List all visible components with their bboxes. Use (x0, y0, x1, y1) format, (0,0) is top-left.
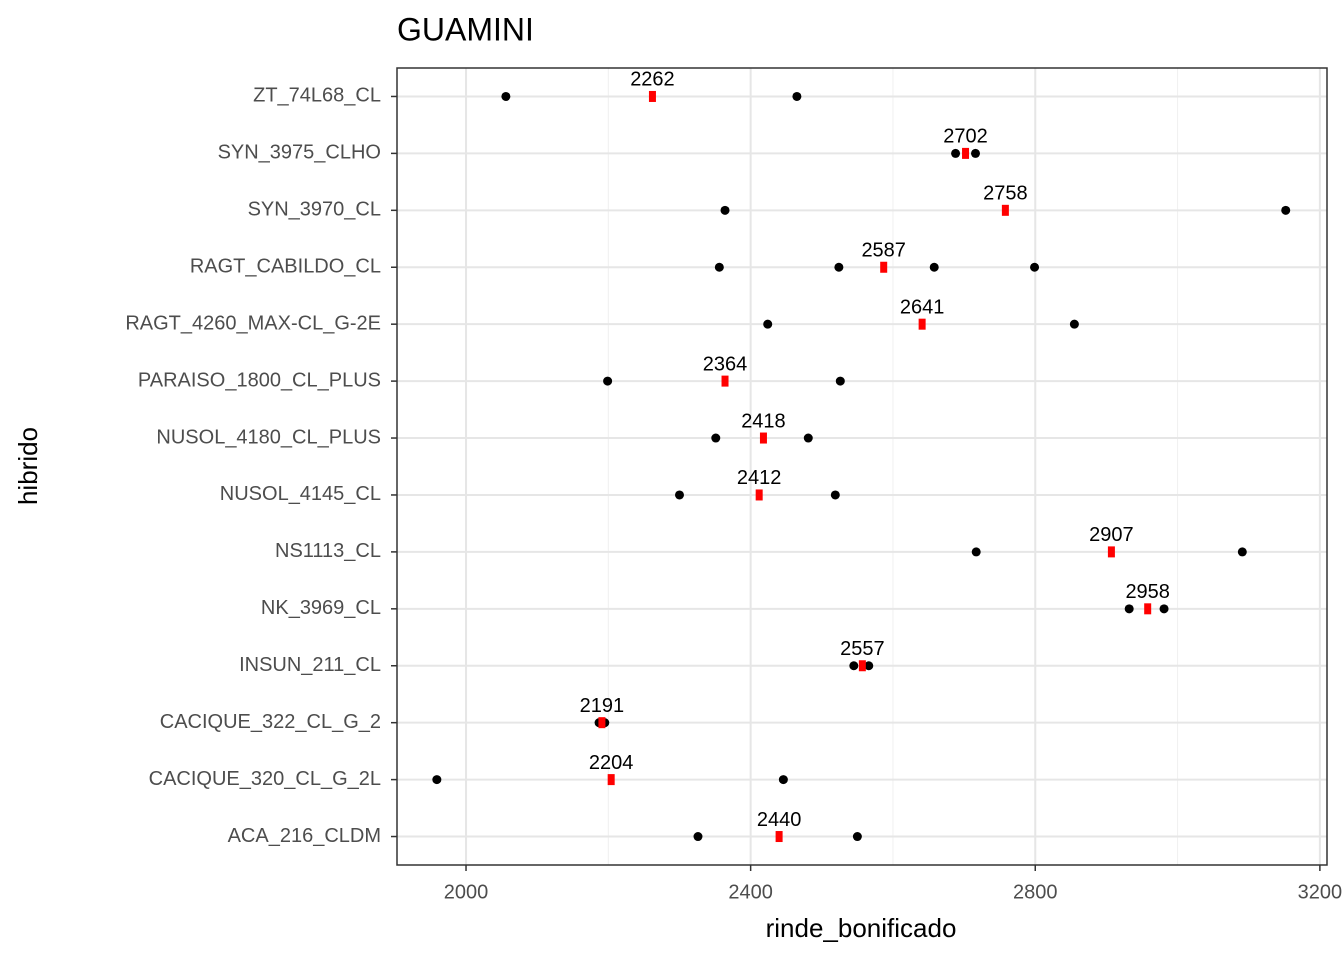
observation-point (1030, 262, 1040, 272)
y-tick-label: SYN_3970_CL (248, 199, 381, 221)
y-tick-label: CACIQUE_320_CL_G_2L (149, 768, 381, 790)
y-tick-label: CACIQUE_322_CL_G_2 (160, 711, 381, 733)
observation-point (432, 775, 442, 785)
observation-point (803, 433, 813, 443)
y-tick-label: ZT_74L68_CL (253, 85, 381, 107)
y-tick-label: PARAISO_1800_CL_PLUS (138, 369, 381, 391)
mean-marker (1001, 204, 1009, 216)
y-tick-label: RAGT_4260_MAX-CL_G-2E (125, 312, 381, 334)
observation-point (852, 832, 862, 842)
y-tick-label: INSUN_211_CL (239, 654, 381, 676)
observation-point (849, 661, 859, 671)
x-tick-label: 2400 (728, 881, 773, 903)
mean-marker (858, 660, 866, 672)
mean-marker (598, 717, 606, 729)
observation-point (834, 262, 844, 272)
mean-marker (721, 375, 729, 387)
mean-label: 2641 (900, 296, 945, 318)
observation-point (1124, 604, 1134, 614)
y-tick-label: NK_3969_CL (261, 597, 381, 619)
mean-marker (755, 489, 763, 501)
observation-point (1159, 604, 1169, 614)
mean-marker (918, 318, 926, 330)
mean-label: 2191 (580, 695, 625, 717)
mean-marker (880, 261, 888, 273)
observation-point (1281, 205, 1291, 215)
observation-point (674, 490, 684, 500)
y-tick-label: NS1113_CL (275, 540, 381, 562)
mean-label: 2412 (737, 467, 782, 489)
observation-point (693, 832, 703, 842)
mean-marker (1107, 546, 1115, 558)
x-tick-label: 2800 (1013, 881, 1058, 903)
observation-point (711, 433, 721, 443)
mean-marker (1144, 603, 1152, 615)
mean-label: 2907 (1089, 524, 1134, 546)
observation-point (929, 262, 939, 272)
mean-label: 2418 (741, 410, 786, 432)
observation-point (720, 205, 730, 215)
observation-point (830, 490, 840, 500)
observation-point (603, 376, 613, 386)
mean-marker (607, 774, 615, 786)
observation-point (501, 91, 511, 101)
observation-point (951, 148, 961, 158)
y-tick-label: ACA_216_CLDM (228, 825, 381, 847)
mean-marker (775, 831, 783, 843)
observation-point (792, 91, 802, 101)
y-axis-title: hibrido (13, 427, 43, 505)
y-tick-label: NUSOL_4145_CL (220, 483, 381, 505)
observation-point (970, 148, 980, 158)
mean-marker (962, 147, 970, 159)
mean-label: 2958 (1125, 581, 1170, 603)
x-axis-title: rinde_bonificado (766, 913, 957, 943)
observation-point (835, 376, 845, 386)
mean-label: 2364 (703, 353, 748, 375)
observation-point (971, 547, 981, 557)
x-tick-label: 3200 (1298, 881, 1343, 903)
mean-label: 2262 (630, 69, 675, 91)
observation-point (778, 775, 788, 785)
y-tick-label: NUSOL_4180_CL_PLUS (156, 426, 381, 448)
mean-label: 2440 (757, 809, 802, 831)
mean-label: 2204 (589, 752, 634, 774)
observation-point (714, 262, 724, 272)
mean-label: 2557 (840, 638, 885, 660)
mean-marker (648, 90, 656, 102)
mean-marker (759, 432, 767, 444)
mean-label: 2587 (861, 240, 906, 262)
mean-label: 2758 (983, 183, 1028, 205)
x-tick-label: 2000 (444, 881, 489, 903)
y-tick-label: SYN_3975_CLHO (218, 142, 381, 164)
mean-label: 2702 (943, 126, 988, 148)
y-tick-label: RAGT_CABILDO_CL (190, 256, 381, 278)
observation-point (1069, 319, 1079, 329)
observation-point (1237, 547, 1247, 557)
panel-border (396, 67, 1328, 866)
observation-point (864, 661, 874, 671)
chart-title: GUAMINI (397, 11, 534, 47)
observation-point (763, 319, 773, 329)
